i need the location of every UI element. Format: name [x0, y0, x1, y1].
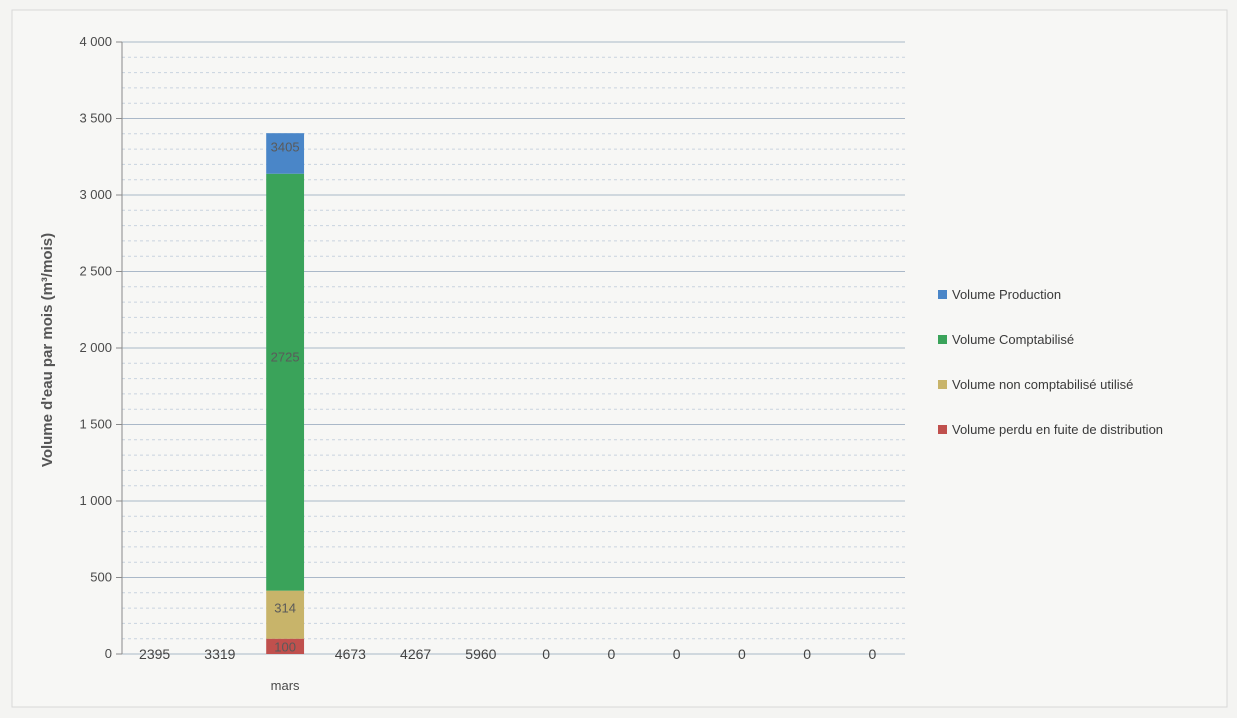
chart-frame [11, 9, 1228, 708]
bottom-data-label: 2395 [139, 646, 170, 662]
legend-swatch [938, 425, 947, 434]
bottom-data-label: 3319 [204, 646, 235, 662]
y-tick-label: 3 000 [79, 187, 112, 202]
legend-swatch [938, 335, 947, 344]
bar-segment [266, 133, 305, 174]
y-tick-label: 4 000 [79, 34, 112, 49]
legend-swatch [938, 380, 947, 389]
bar-data-label: 3405 [271, 139, 300, 154]
axes: 0 500 1 000 1 500 2 000 2 500 3 000 3 500 4 000 [79, 34, 123, 661]
bar-data-label: 2725 [271, 349, 300, 364]
bar-segment [266, 638, 305, 654]
y-tick-label: 2 500 [79, 264, 112, 279]
bottom-data-label: 0 [868, 646, 876, 662]
bottom-data-label: 0 [542, 646, 550, 662]
bar-data-label: 314 [274, 600, 296, 615]
y-tick-label: 2 000 [79, 340, 112, 355]
y-axis-title: Volume d'eau par mois (m³/mois) [39, 233, 56, 467]
legend-label: Volume perdu en fuite de distribution [952, 422, 1163, 437]
y-tick-label: 500 [90, 570, 112, 585]
bottom-data-label: 0 [738, 646, 746, 662]
legend-swatch [938, 290, 947, 299]
legend: Volume Production Volume Comptabilisé Volu… [938, 287, 1163, 437]
bottom-data-label: 4267 [400, 646, 431, 662]
bottom-data-label: 5960 [465, 646, 496, 662]
bar-data-label: 100 [274, 639, 296, 654]
x-category-label: mars [271, 678, 300, 693]
legend-label: Volume Production [952, 287, 1061, 302]
legend-label: Volume Comptabilisé [952, 332, 1074, 347]
y-tick-label: 1 000 [79, 493, 112, 508]
legend-label: Volume non comptabilisé utilisé [952, 377, 1133, 392]
bottom-data-label: 4673 [335, 646, 366, 662]
bottom-data-label: 0 [673, 646, 681, 662]
y-tick-label: 1 500 [79, 417, 112, 432]
bottom-data-label: 0 [607, 646, 615, 662]
bottom-data-label: 0 [803, 646, 811, 662]
bar-segment [266, 590, 305, 639]
y-tick-label: 0 [105, 646, 112, 661]
grid [122, 41, 905, 655]
bar-segment [266, 173, 305, 591]
bars [266, 133, 305, 654]
y-tick-label: 3 500 [79, 111, 112, 126]
labels: 100 314 2725 3405 2395 3319 mars 4673 4267 5960 0 0… [139, 139, 876, 693]
